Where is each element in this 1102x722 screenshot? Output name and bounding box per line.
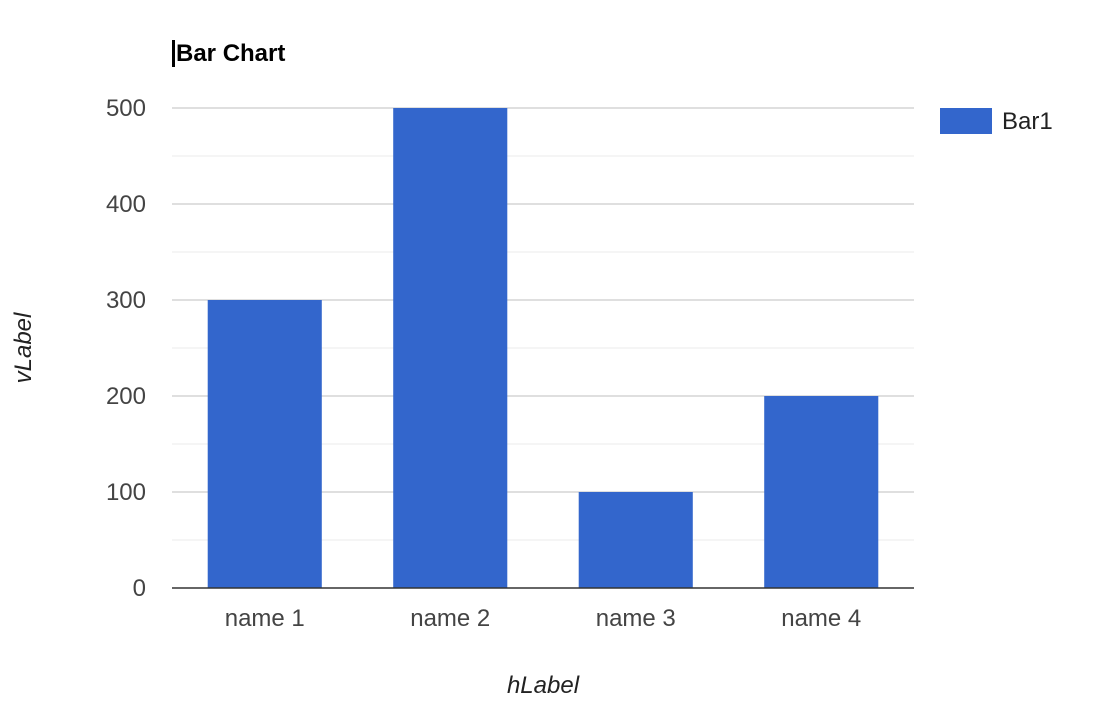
x-tick-label: name 3 — [596, 605, 676, 632]
bars — [207, 108, 879, 588]
x-tick-label: name 1 — [225, 605, 305, 632]
bar-2[interactable] — [393, 108, 508, 588]
y-tick-label: 100 — [106, 479, 146, 506]
y-tick-label: 500 — [106, 95, 146, 122]
y-tick-label: 400 — [106, 191, 146, 218]
bar-4[interactable] — [764, 396, 879, 588]
text-cursor — [172, 40, 175, 67]
y-tick-label: 300 — [106, 287, 146, 314]
legend-label-bar1: Bar1 — [1002, 108, 1053, 135]
y-tick-label: 0 — [133, 575, 146, 602]
x-tick-label: name 2 — [410, 605, 490, 632]
legend-swatch-bar1 — [940, 108, 992, 134]
x-axis-title: hLabel — [507, 672, 580, 699]
y-tick-label: 200 — [106, 383, 146, 410]
legend: Bar1 — [940, 108, 1053, 135]
x-axis-ticks: name 1 name 2 name 3 name 4 — [225, 605, 862, 632]
y-axis-ticks: 0 100 200 300 400 500 — [106, 95, 146, 602]
x-tick-label: name 4 — [781, 605, 861, 632]
y-axis-title: vLabel — [10, 312, 37, 383]
bar-3[interactable] — [578, 492, 693, 588]
chart-title: Bar Chart — [176, 40, 285, 67]
bar-1[interactable] — [207, 300, 322, 588]
